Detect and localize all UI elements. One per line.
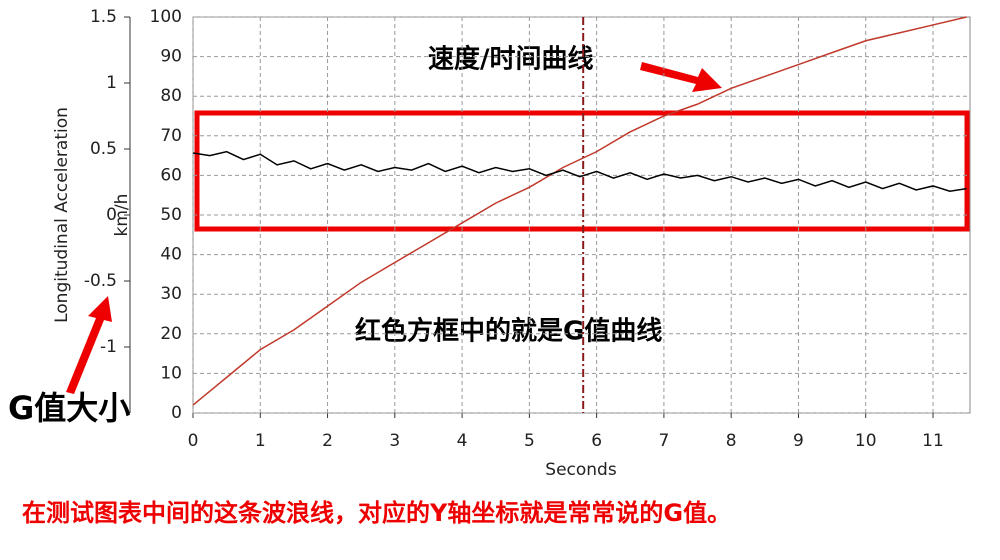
y2-axis-label: km/h bbox=[112, 194, 132, 237]
y2-tick-label: 0 bbox=[171, 403, 182, 423]
y2-tick-label: 40 bbox=[160, 245, 182, 265]
x-tick-label: 3 bbox=[389, 431, 400, 451]
x-tick-label: 1 bbox=[255, 431, 266, 451]
data-line bbox=[192, 150, 967, 193]
x-axis-label: Seconds bbox=[545, 460, 617, 480]
x-tick-label: 7 bbox=[658, 431, 669, 451]
arrow bbox=[66, 296, 112, 394]
y2-tick-label: 100 bbox=[150, 7, 182, 27]
annotation: G值大小 bbox=[8, 389, 130, 427]
y2-tick-label: 70 bbox=[160, 126, 182, 146]
y-axis-label: Longitudinal Acceleration bbox=[52, 107, 72, 323]
y2-tick-label: 20 bbox=[160, 324, 182, 344]
y2-tick-label: 60 bbox=[160, 165, 182, 185]
x-tick-label: 8 bbox=[726, 431, 737, 451]
y2-tick-label: 80 bbox=[160, 86, 182, 106]
y-tick-label: 1 bbox=[106, 73, 117, 93]
x-tick-label: 2 bbox=[322, 431, 333, 451]
y-tick-label: 1.5 bbox=[90, 7, 117, 27]
annotation: 速度/时间曲线 bbox=[428, 44, 594, 75]
caption: 在测试图表中间的这条波浪线，对应的Y轴坐标就是常常说的G值。 bbox=[22, 499, 731, 527]
y2-tick-label: 90 bbox=[160, 47, 182, 67]
x-tick-label: 5 bbox=[524, 431, 535, 451]
x-tick-label: 10 bbox=[855, 431, 877, 451]
x-tick-label: 0 bbox=[188, 431, 199, 451]
arrow bbox=[640, 62, 722, 92]
x-tick-label: 6 bbox=[591, 431, 602, 451]
y2-tick-label: 30 bbox=[160, 284, 182, 304]
highlight-box bbox=[194, 110, 970, 232]
y-tick-label: -0.5 bbox=[84, 271, 117, 291]
x-tick-label: 4 bbox=[457, 431, 468, 451]
annotation: 红色方框中的就是G值曲线 bbox=[355, 316, 662, 347]
y-tick-label: 0 bbox=[106, 205, 117, 225]
y2-tick-label: 50 bbox=[160, 205, 182, 225]
y-tick-label: 0.5 bbox=[90, 139, 117, 159]
x-tick-label: 11 bbox=[922, 431, 944, 451]
y-tick-label: -1 bbox=[100, 337, 117, 357]
y2-tick-label: 10 bbox=[160, 363, 182, 383]
x-tick-label: 9 bbox=[793, 431, 804, 451]
data-line bbox=[192, 16, 967, 406]
